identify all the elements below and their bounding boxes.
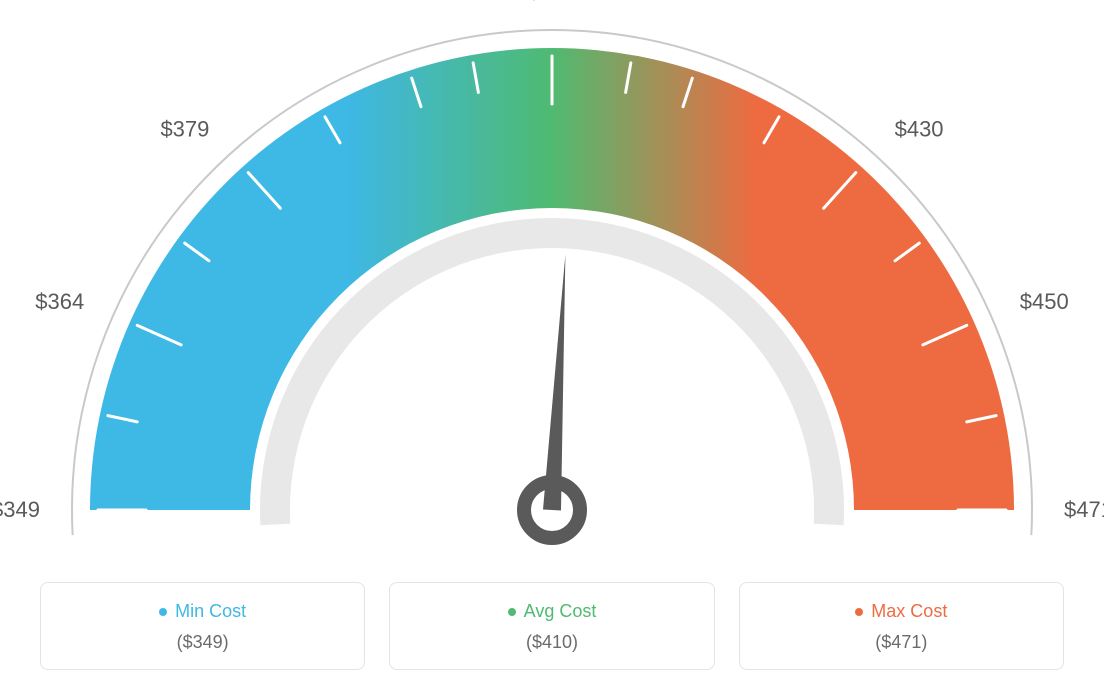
legend-label-max: Max Cost [855,601,947,622]
legend-card-avg: Avg Cost ($410) [389,582,714,670]
svg-text:$349: $349 [0,497,40,522]
legend-card-max: Max Cost ($471) [739,582,1064,670]
legend-min-label: Min Cost [175,601,246,622]
svg-text:$450: $450 [1020,289,1069,314]
legend-card-min: Min Cost ($349) [40,582,365,670]
svg-text:$364: $364 [35,289,84,314]
legend-min-value: ($349) [51,632,354,653]
dot-icon [159,608,167,616]
gauge-chart: $349 $364 $379 $410 $430 $450 $471 [0,0,1104,560]
legend-label-avg: Avg Cost [508,601,597,622]
svg-text:$471: $471 [1064,497,1104,522]
dot-icon [855,608,863,616]
svg-text:$430: $430 [895,117,944,142]
legend-max-label: Max Cost [871,601,947,622]
legend-avg-value: ($410) [400,632,703,653]
legend-label-min: Min Cost [159,601,246,622]
cost-gauge-widget: $349 $364 $379 $410 $430 $450 $471 Min Cost ($… [0,0,1104,690]
legend-max-value: ($471) [750,632,1053,653]
svg-text:$410: $410 [528,0,577,4]
dot-icon [508,608,516,616]
legend-avg-label: Avg Cost [524,601,597,622]
legend-row: Min Cost ($349) Avg Cost ($410) Max Cost… [40,582,1064,670]
svg-text:$379: $379 [160,117,209,142]
